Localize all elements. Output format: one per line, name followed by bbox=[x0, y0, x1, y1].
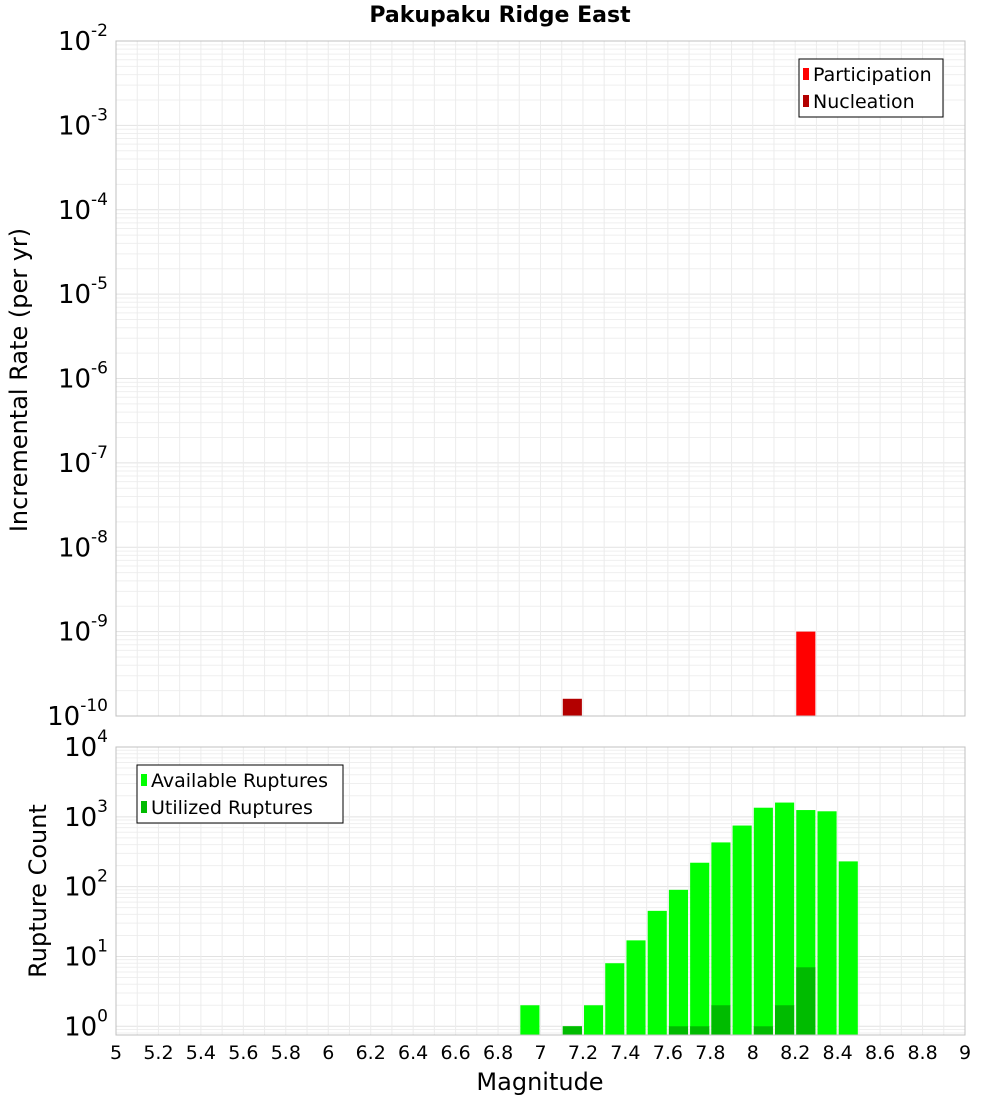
bar bbox=[668, 889, 689, 1035]
x-tick-label: 6.8 bbox=[483, 1042, 513, 1064]
x-tick-label: 6.2 bbox=[356, 1042, 386, 1064]
x-tick-label: 5.2 bbox=[143, 1042, 173, 1064]
y-tick-label: 10-6 bbox=[58, 359, 108, 395]
y-tick-label: 102 bbox=[64, 867, 108, 903]
y-tick-label: 10-2 bbox=[58, 21, 108, 57]
plot-frame bbox=[115, 40, 966, 717]
x-tick-label: 6.6 bbox=[440, 1042, 470, 1064]
bar bbox=[562, 698, 582, 716]
bar bbox=[775, 1005, 795, 1035]
y-tick-label: 103 bbox=[64, 797, 108, 833]
bar bbox=[605, 963, 625, 1035]
bar bbox=[817, 811, 837, 1035]
y-tick-label: 10-9 bbox=[58, 612, 108, 648]
y-tick-label: 10-10 bbox=[47, 696, 108, 732]
x-tick-label: 6 bbox=[322, 1042, 334, 1064]
legend-label: Nucleation bbox=[813, 91, 915, 113]
bar bbox=[626, 940, 646, 1035]
plot-frame bbox=[115, 746, 966, 1036]
legend-swatch bbox=[141, 774, 147, 786]
series-utilized-ruptures bbox=[562, 967, 816, 1035]
bar bbox=[753, 807, 773, 1035]
x-tick-label: 8.8 bbox=[907, 1042, 937, 1064]
legend-swatch bbox=[803, 68, 809, 80]
x-tick-label: 6.4 bbox=[398, 1042, 428, 1064]
legend-box bbox=[798, 58, 944, 118]
bar bbox=[690, 1026, 710, 1035]
bar bbox=[732, 825, 752, 1035]
y-tick-label: 100 bbox=[64, 1006, 108, 1042]
bar bbox=[838, 861, 858, 1035]
legend-label: Utilized Ruptures bbox=[151, 797, 313, 819]
bar bbox=[711, 1005, 731, 1035]
bar bbox=[647, 910, 667, 1035]
x-tick-label: 8.4 bbox=[823, 1042, 853, 1064]
y-tick-label: 104 bbox=[64, 727, 108, 763]
legend-swatch bbox=[803, 95, 809, 107]
legend-box bbox=[136, 764, 344, 824]
bar bbox=[690, 862, 710, 1035]
x-tick-label: 5.8 bbox=[271, 1042, 301, 1064]
legend: Available Ruptures Utilized Ruptures bbox=[136, 764, 344, 824]
rate-panel: 10-2 10-3 10-4 10-5 10-6 10-7 10-8 10-9 10-10 Par… bbox=[47, 21, 966, 732]
bar bbox=[796, 631, 816, 716]
grid bbox=[115, 41, 966, 717]
x-tick-label: 7.6 bbox=[653, 1042, 683, 1064]
x-tick-label: 5.6 bbox=[228, 1042, 258, 1064]
bar bbox=[584, 1005, 604, 1035]
bar bbox=[796, 967, 816, 1035]
chart-title: Pakupaku Ridge East bbox=[369, 3, 631, 28]
x-tick-label: 5 bbox=[110, 1042, 122, 1064]
x-tick-label: 9 bbox=[959, 1042, 971, 1064]
y-tick-label: 10-5 bbox=[58, 274, 108, 310]
x-axis-label: Magnitude bbox=[476, 1068, 603, 1096]
legend-label: Participation bbox=[813, 64, 932, 86]
legend: Participation Nucleation bbox=[798, 58, 944, 118]
legend-swatch bbox=[141, 801, 147, 813]
bar bbox=[668, 1026, 689, 1035]
y-tick-label: 10-7 bbox=[58, 443, 108, 479]
bar bbox=[711, 842, 731, 1035]
bar bbox=[562, 1026, 582, 1035]
y-tick-label: 10-4 bbox=[58, 190, 108, 226]
legend-label: Available Ruptures bbox=[151, 770, 328, 792]
x-tick-label: 7.8 bbox=[695, 1042, 725, 1064]
bar bbox=[775, 802, 795, 1035]
rate-y-axis-label: Incremental Rate (per yr) bbox=[5, 228, 33, 532]
count-y-axis-label: Rupture Count bbox=[24, 804, 52, 978]
x-tick-label: 8.6 bbox=[865, 1042, 895, 1064]
bar bbox=[753, 1026, 773, 1035]
y-tick-label: 10-8 bbox=[58, 527, 108, 563]
x-tick-label: 7.2 bbox=[568, 1042, 598, 1064]
y-tick-label: 10-3 bbox=[58, 105, 108, 141]
bar bbox=[520, 1005, 540, 1035]
series-participation bbox=[796, 631, 816, 716]
series-nucleation bbox=[562, 698, 582, 716]
x-tick-label: 7.4 bbox=[610, 1042, 640, 1064]
x-tick-label: 8 bbox=[747, 1042, 759, 1064]
x-tick-label: 8.2 bbox=[780, 1042, 810, 1064]
series-available-ruptures bbox=[520, 802, 858, 1035]
x-tick-label: 7 bbox=[534, 1042, 546, 1064]
y-tick-label: 101 bbox=[64, 936, 108, 972]
x-tick-label: 5.4 bbox=[186, 1042, 216, 1064]
